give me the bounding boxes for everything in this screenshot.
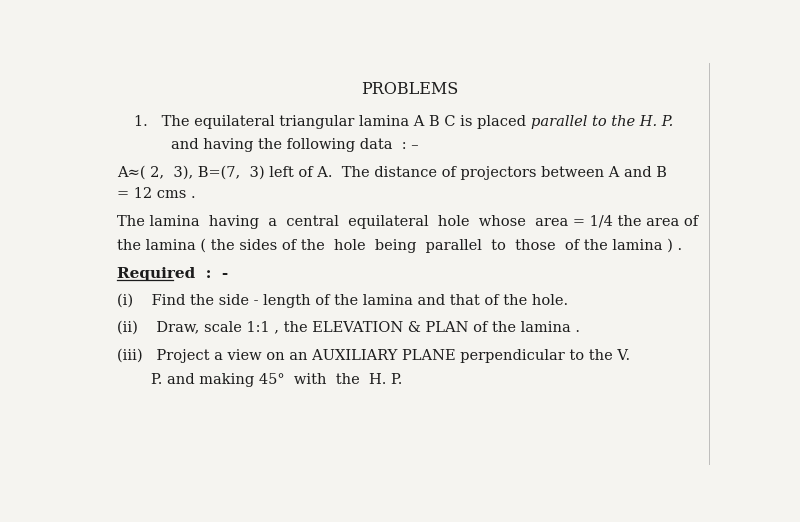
Text: Required  :  -: Required : - [118,267,229,281]
Text: PROBLEMS: PROBLEMS [362,81,458,98]
Text: (ii)    Draw, scale 1:1 , the ELEVATION & PLAN of the lamina .: (ii) Draw, scale 1:1 , the ELEVATION & P… [118,321,580,335]
Text: P. and making 45°  with  the  H. P.: P. and making 45° with the H. P. [151,373,403,387]
Text: = 12 cms .: = 12 cms . [118,187,196,201]
Text: and having the following data  : –: and having the following data : – [171,138,419,152]
Text: (i)    Find the side - length of the lamina and that of the hole.: (i) Find the side - length of the lamina… [118,294,569,308]
Text: the lamina ( the sides of the  hole  being  parallel  to  those  of the lamina ): the lamina ( the sides of the hole being… [118,238,682,253]
Text: parallel to the H. P.: parallel to the H. P. [530,115,673,129]
Text: 1.   The equilateral triangular lamina A B C is placed: 1. The equilateral triangular lamina A B… [134,115,530,129]
Text: (iii)   Project a view on an AUXILIARY PLANE perpendicular to the V.: (iii) Project a view on an AUXILIARY PLA… [118,349,630,363]
Text: The lamina  having  a  central  equilateral  hole  whose  area = 1/4 the area of: The lamina having a central equilateral … [118,215,698,229]
Text: A≈( 2,  3), B=(7,  3) left of A.  The distance of projectors between A and B: A≈( 2, 3), B=(7, 3) left of A. The dista… [118,165,667,180]
